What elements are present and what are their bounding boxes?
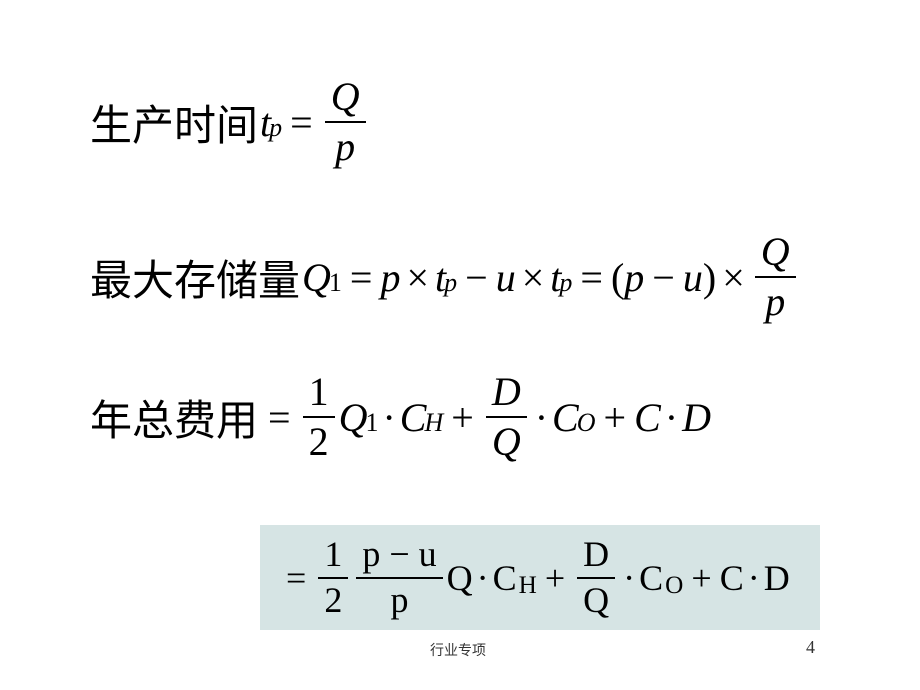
page-number: 4	[806, 637, 815, 658]
eq2-fraction: Q p	[755, 230, 796, 324]
eq3-plus1: +	[451, 394, 474, 441]
eq3-half-line	[303, 416, 335, 418]
eq4-pu-den: p	[384, 581, 414, 621]
eq3-DQ: D Q	[486, 370, 527, 464]
eq4-pu-num: p − u	[356, 535, 442, 575]
eq4-D2: D	[764, 557, 790, 599]
eq1-frac-num: Q	[325, 75, 366, 119]
eq4-half: 1 2	[318, 535, 348, 620]
eq1-frac-den: p	[329, 125, 361, 169]
eq2-eq2: =	[580, 254, 603, 301]
eq3-CO-sub: O	[577, 408, 596, 438]
eq2-minus1: −	[465, 254, 488, 301]
eq4-pu-p: p	[362, 534, 380, 574]
eq3-D: D	[682, 394, 711, 441]
eq4-half-den: 2	[318, 581, 348, 621]
eq4-half-num: 1	[318, 535, 348, 575]
eq3-plus2: +	[604, 394, 627, 441]
eq4-C: C	[720, 557, 744, 599]
eq2-eq: =	[350, 254, 373, 301]
eq1-label: 生产时间	[90, 92, 258, 153]
eq2-label: 最大存储量	[90, 247, 300, 308]
eq4-eq: =	[286, 557, 306, 599]
eq2-frac-line	[755, 276, 796, 278]
eq2-p1: p	[380, 254, 400, 301]
eq3-DQ-num: D	[486, 370, 527, 414]
equation-2: 最大存储量 Q 1 = p × t p − u × t p = ( p − u …	[90, 230, 800, 324]
eq2-p2: p	[624, 254, 644, 301]
eq3-CH-sub: H	[424, 408, 443, 438]
eq4-half-line	[318, 577, 348, 579]
eq2-frac-num: Q	[755, 230, 796, 274]
eq2-rpar: )	[703, 254, 716, 301]
eq4-plus1: +	[545, 557, 565, 599]
eq3-Q1-sub: 1	[365, 408, 378, 438]
eq3-label: 年总费用	[90, 387, 258, 448]
eq3-half-den: 2	[303, 420, 335, 464]
eq4-DQ-den: Q	[577, 581, 615, 621]
eq3-half: 1 2	[303, 370, 335, 464]
eq4-Q: Q	[447, 557, 473, 599]
equation-3: 年总费用 = 1 2 Q 1 · C H + D Q · C O + C · D	[90, 370, 711, 464]
eq2-u2: u	[683, 254, 703, 301]
eq3-C: C	[634, 394, 661, 441]
footer-text: 行业专项	[430, 640, 486, 660]
eq4-CH-sub: H	[519, 572, 537, 600]
eq2-u1: u	[496, 254, 516, 301]
eq4-pu-minus: −	[389, 534, 409, 574]
eq3-half-num: 1	[303, 370, 335, 414]
eq2-t1-sub: p	[444, 268, 457, 298]
eq2-minus2: −	[652, 254, 675, 301]
equation-4-highlighted: = 1 2 p − u p Q · C H + D Q · C O + C · …	[260, 525, 820, 630]
eq4-pu-line	[356, 577, 442, 579]
eq4-dot3: ·	[748, 557, 760, 599]
eq1-equals: =	[290, 99, 313, 146]
eq4-CO: C	[639, 557, 663, 599]
eq4-CH: C	[493, 557, 517, 599]
eq4-dot1: ·	[477, 557, 489, 599]
eq1-fraction: Q p	[325, 75, 366, 169]
eq3-CO: C	[552, 394, 579, 441]
eq3-CH: C	[400, 394, 427, 441]
eq3-dot1: ·	[382, 394, 395, 441]
eq2-t2-sub: p	[559, 268, 572, 298]
eq4-DQ-num: D	[577, 535, 615, 575]
eq4-dot2: ·	[623, 557, 635, 599]
eq3-dot3: ·	[665, 394, 678, 441]
eq3-Q1: Q	[339, 394, 368, 441]
equation-1: 生产时间 t p = Q p	[90, 75, 370, 169]
eq2-times2: ×	[522, 254, 545, 301]
eq3-DQ-den: Q	[486, 420, 527, 464]
eq4-plus2: +	[691, 557, 711, 599]
eq4-pu-u: u	[419, 534, 437, 574]
eq4-DQ: D Q	[577, 535, 615, 620]
eq1-var-sub: p	[269, 113, 282, 143]
eq2-Q-sub: 1	[329, 268, 342, 298]
eq3-eq: =	[268, 394, 291, 441]
eq2-lpar: (	[611, 254, 624, 301]
eq4-pu-frac: p − u p	[356, 535, 442, 620]
eq3-DQ-line	[486, 416, 527, 418]
eq4-DQ-line	[577, 577, 615, 579]
eq2-Q: Q	[302, 254, 331, 301]
eq4-CO-sub: O	[665, 572, 683, 600]
eq1-frac-line	[325, 121, 366, 123]
eq2-frac-den: p	[759, 280, 791, 324]
eq2-times1: ×	[406, 254, 429, 301]
eq2-times3: ×	[722, 254, 745, 301]
eq3-dot2: ·	[535, 394, 548, 441]
